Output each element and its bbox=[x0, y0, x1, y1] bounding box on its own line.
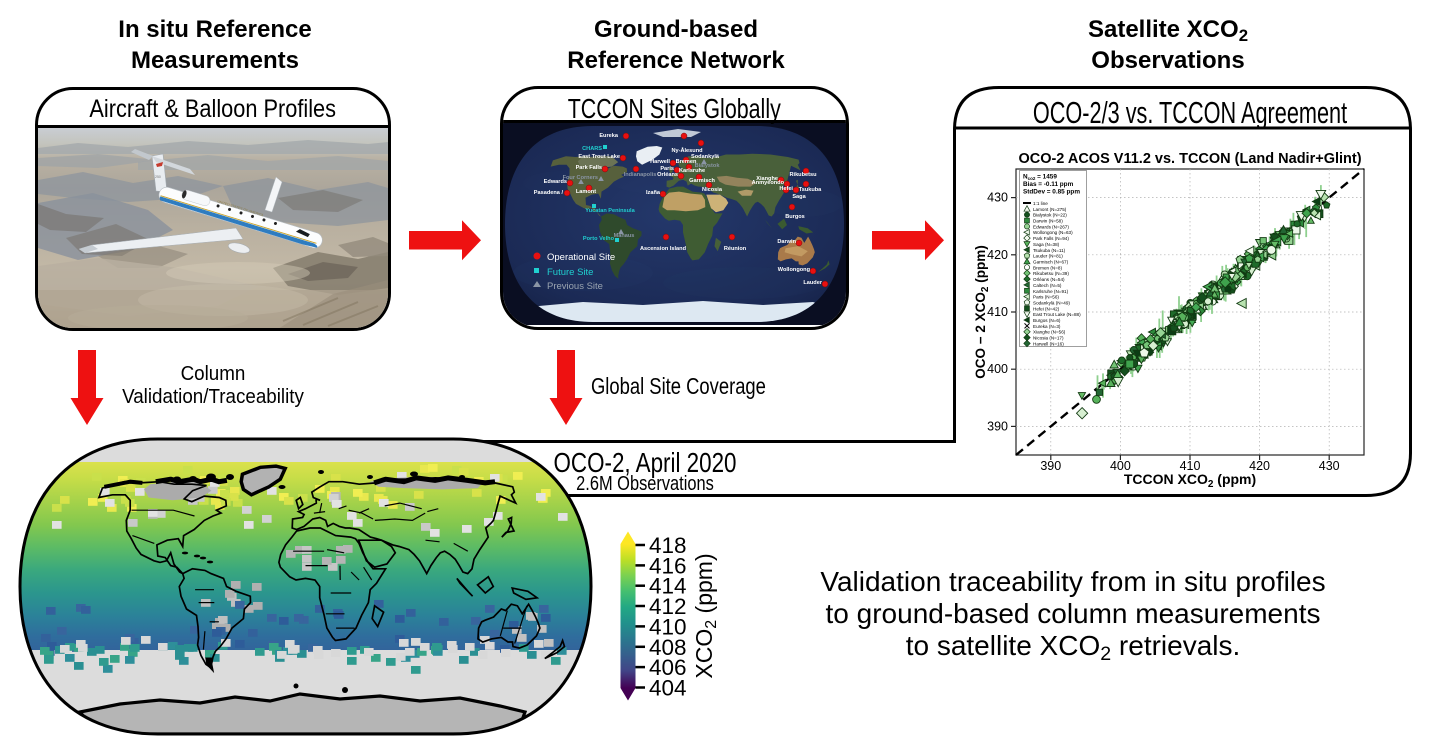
svg-text:410: 410 bbox=[649, 614, 687, 639]
svg-text:418: 418 bbox=[649, 533, 687, 558]
svg-text:414: 414 bbox=[649, 574, 687, 599]
svg-text:Karlsruhe: Karlsruhe bbox=[679, 168, 705, 174]
svg-text:Lauder (N=81): Lauder (N=81) bbox=[1033, 254, 1063, 259]
svg-text:Ny-Ålesund: Ny-Ålesund bbox=[671, 147, 703, 154]
svg-text:Eureka (N=3): Eureka (N=3) bbox=[1033, 324, 1061, 329]
svg-text:Hefei: Hefei bbox=[779, 186, 793, 192]
svg-text:Bremen (N=8): Bremen (N=8) bbox=[1033, 265, 1062, 270]
svg-text:Pasadena /: Pasadena / bbox=[534, 190, 564, 196]
svg-text:390: 390 bbox=[1040, 459, 1061, 473]
svg-text:400: 400 bbox=[987, 362, 1008, 376]
svg-text:Wollongong (N=63): Wollongong (N=63) bbox=[1033, 230, 1073, 235]
svg-text:Edwards (N=267): Edwards (N=267) bbox=[1033, 224, 1069, 229]
svg-text:Sodankylä (N=49): Sodankylä (N=49) bbox=[1033, 301, 1070, 306]
svg-text:Izaña: Izaña bbox=[646, 190, 661, 196]
svg-text:Previous Site: Previous Site bbox=[547, 281, 603, 292]
svg-text:Harwell (N=16): Harwell (N=16) bbox=[1033, 341, 1064, 346]
svg-text:Eureka: Eureka bbox=[599, 133, 619, 139]
svg-text:Orléans (N=54): Orléans (N=54) bbox=[1033, 277, 1065, 282]
svg-text:OCO − 2 XCO2 (ppm): OCO − 2 XCO2 (ppm) bbox=[973, 245, 991, 378]
svg-text:Lamont (N=275): Lamont (N=275) bbox=[1033, 207, 1067, 212]
svg-text:1:1 line: 1:1 line bbox=[1033, 201, 1048, 206]
svg-text:Park Falls (N=94): Park Falls (N=94) bbox=[1033, 236, 1069, 241]
svg-text:Xianghe (N=56): Xianghe (N=56) bbox=[1033, 330, 1066, 335]
svg-text:East Trout Lake: East Trout Lake bbox=[578, 154, 620, 160]
svg-text:Xianghe: Xianghe bbox=[756, 176, 778, 182]
svg-text:Saga: Saga bbox=[792, 194, 806, 200]
svg-text:Porto Velho: Porto Velho bbox=[583, 236, 615, 242]
svg-text:Rikubetsu (N=39): Rikubetsu (N=39) bbox=[1033, 271, 1069, 276]
svg-text:Four Corners: Four Corners bbox=[563, 175, 598, 181]
svg-text:Tsukuba (N=11): Tsukuba (N=11) bbox=[1033, 248, 1066, 253]
svg-text:Anmyeondo: Anmyeondo bbox=[752, 180, 785, 186]
svg-text:Burgos (N=6): Burgos (N=6) bbox=[1033, 318, 1061, 323]
svg-text:Lamont: Lamont bbox=[576, 189, 596, 195]
svg-text:CHARS: CHARS bbox=[582, 146, 602, 152]
svg-text:Edwards: Edwards bbox=[544, 179, 567, 185]
svg-text:OCO-2/3 vs. TCCON Agreement: OCO-2/3 vs. TCCON Agreement bbox=[1033, 95, 1348, 130]
svg-text:Burgos: Burgos bbox=[785, 214, 805, 220]
svg-text:Garmisch: Garmisch bbox=[689, 178, 715, 184]
svg-text:420: 420 bbox=[1249, 459, 1270, 473]
svg-text:412: 412 bbox=[649, 594, 687, 619]
svg-text:StdDev = 0.85 ppm: StdDev = 0.85 ppm bbox=[1023, 189, 1080, 196]
svg-text:Hefei (N=42): Hefei (N=42) bbox=[1033, 306, 1060, 311]
svg-text:Paris (N=56): Paris (N=56) bbox=[1033, 295, 1059, 300]
svg-text:Ascension Island: Ascension Island bbox=[640, 246, 687, 252]
svg-text:Nicosia: Nicosia bbox=[702, 187, 723, 193]
svg-text:Rikubetsu: Rikubetsu bbox=[789, 172, 817, 178]
svg-text:420: 420 bbox=[987, 248, 1008, 262]
svg-text:East Trout Lake (N=88): East Trout Lake (N=88) bbox=[1033, 312, 1081, 317]
svg-text:404: 404 bbox=[649, 676, 687, 701]
svg-text:Nco2 = 1459: Nco2 = 1459 bbox=[1023, 174, 1057, 182]
svg-text:410: 410 bbox=[1180, 459, 1201, 473]
svg-text:406: 406 bbox=[649, 655, 687, 680]
svg-text:XCO2 (ppm): XCO2 (ppm) bbox=[691, 553, 720, 678]
svg-text:400: 400 bbox=[1110, 459, 1131, 473]
svg-text:Future Site: Future Site bbox=[547, 267, 593, 278]
svg-text:OCO-2 ACOS V11.2 vs. TCCON (La: OCO-2 ACOS V11.2 vs. TCCON (Land Nadir+G… bbox=[1018, 151, 1361, 167]
svg-text:Wollongong: Wollongong bbox=[778, 267, 811, 273]
svg-text:Bialystok: Bialystok bbox=[695, 163, 721, 169]
svg-text:Bialystok (N=22): Bialystok (N=22) bbox=[1033, 213, 1067, 218]
svg-text:430: 430 bbox=[987, 191, 1008, 205]
svg-text:TCCON XCO2 (ppm): TCCON XCO2 (ppm) bbox=[1124, 471, 1256, 490]
svg-text:416: 416 bbox=[649, 553, 687, 578]
svg-text:250: 250 bbox=[155, 175, 161, 179]
svg-text:Karlsruhe (N=91): Karlsruhe (N=91) bbox=[1033, 289, 1069, 294]
svg-text:Nicosia (N=17): Nicosia (N=17) bbox=[1033, 336, 1064, 341]
svg-text:Darwin (N=58): Darwin (N=58) bbox=[1033, 219, 1063, 224]
svg-text:Caltech (N=5): Caltech (N=5) bbox=[1033, 283, 1062, 288]
svg-text:Orléans: Orléans bbox=[657, 172, 678, 178]
svg-text:Bremen: Bremen bbox=[676, 159, 697, 165]
svg-text:430: 430 bbox=[1319, 459, 1340, 473]
svg-text:Bias = -0.11 ppm: Bias = -0.11 ppm bbox=[1023, 181, 1074, 188]
svg-text:Indianapolis: Indianapolis bbox=[624, 172, 657, 178]
svg-text:Réunion: Réunion bbox=[724, 246, 747, 252]
svg-text:Paris: Paris bbox=[660, 166, 674, 172]
svg-text:Lauder: Lauder bbox=[803, 280, 822, 286]
svg-text:408: 408 bbox=[649, 635, 687, 660]
svg-text:Yucatan Peninsula: Yucatan Peninsula bbox=[585, 208, 635, 214]
svg-text:Saga (N=38): Saga (N=38) bbox=[1033, 242, 1060, 247]
svg-text:390: 390 bbox=[987, 419, 1008, 433]
svg-text:410: 410 bbox=[987, 305, 1008, 319]
svg-text:Harwell: Harwell bbox=[650, 159, 670, 165]
svg-text:Park Falls: Park Falls bbox=[576, 165, 602, 171]
svg-text:Sodankylä: Sodankylä bbox=[691, 154, 720, 160]
svg-text:Operational Site: Operational Site bbox=[547, 252, 615, 263]
svg-text:Manaus: Manaus bbox=[614, 233, 635, 239]
svg-text:Garmisch (N=67): Garmisch (N=67) bbox=[1033, 260, 1069, 265]
svg-text:Tsukuba: Tsukuba bbox=[799, 187, 822, 193]
svg-text:Darwin: Darwin bbox=[777, 239, 796, 245]
